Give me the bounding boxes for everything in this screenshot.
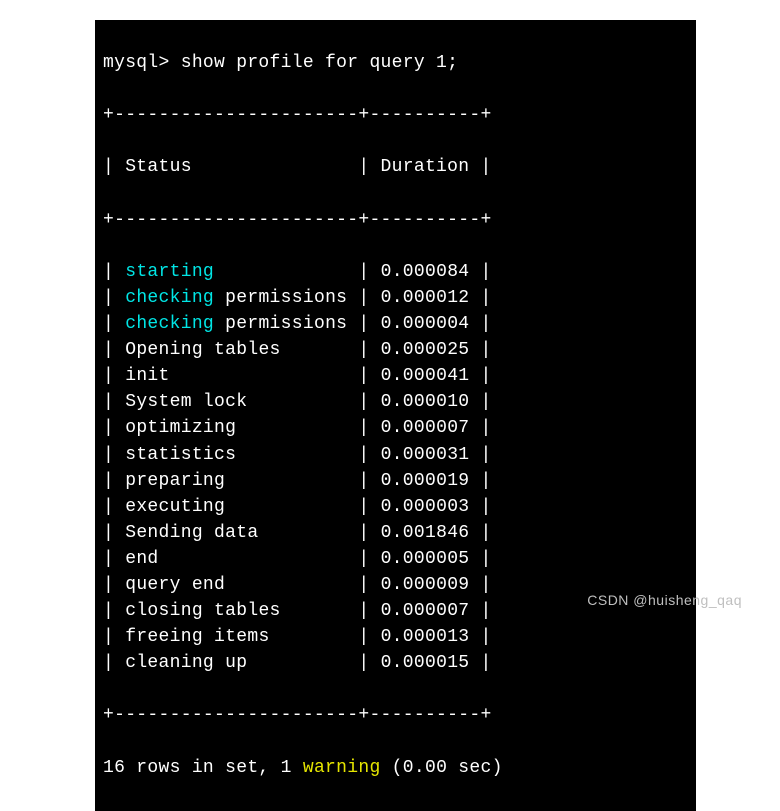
table-row: | freeing items | 0.000013 | (103, 624, 688, 650)
duration-value: 0.000019 (381, 471, 470, 491)
duration-value: 0.000025 (381, 340, 470, 360)
duration-value: 0.000031 (381, 445, 470, 465)
duration-value: 0.000007 (381, 418, 470, 438)
mysql-prompt: mysql> (103, 53, 181, 73)
table-row: | System lock | 0.000010 | (103, 389, 688, 415)
status-text: Sending data (125, 523, 347, 543)
duration-value: 0.000012 (381, 288, 470, 308)
table-row: | cleaning up | 0.000015 | (103, 650, 688, 676)
duration-value: 0.001846 (381, 523, 470, 543)
warning-highlight: warning (303, 758, 381, 778)
status-text: permissions (214, 314, 347, 334)
status-text: freeing items (125, 627, 347, 647)
summary-line: 16 rows in set, 1 warning (0.00 sec) (103, 755, 688, 781)
status-text: end (125, 549, 347, 569)
status-text: preparing (125, 471, 347, 491)
status-highlight: starting (125, 262, 214, 282)
duration-value: 0.000041 (381, 366, 470, 386)
duration-value: 0.000007 (381, 601, 470, 621)
status-text: permissions (214, 288, 347, 308)
duration-value: 0.000010 (381, 392, 470, 412)
duration-value: 0.000015 (381, 653, 470, 673)
mysql-terminal: mysql> show profile for query 1; +------… (95, 20, 696, 811)
duration-value: 0.000003 (381, 497, 470, 517)
table-border-top: +----------------------+----------+ (103, 102, 688, 128)
status-text: Opening tables (125, 340, 347, 360)
table-header: | Status | Duration | (103, 154, 688, 180)
table-row: | optimizing | 0.000007 | (103, 415, 688, 441)
duration-value: 0.000009 (381, 575, 470, 595)
status-text: System lock (125, 392, 347, 412)
status-text: cleaning up (125, 653, 347, 673)
table-border-mid: +----------------------+----------+ (103, 207, 688, 233)
status-text: optimizing (125, 418, 347, 438)
table-row: | Sending data | 0.001846 | (103, 520, 688, 546)
status-highlight: checking (125, 314, 214, 334)
duration-value: 0.000004 (381, 314, 470, 334)
status-text: closing tables (125, 601, 347, 621)
table-row: | checking permissions | 0.000004 | (103, 311, 688, 337)
summary-pre: 16 rows in set, 1 (103, 758, 303, 778)
table-row: | starting | 0.000084 | (103, 259, 688, 285)
duration-value: 0.000013 (381, 627, 470, 647)
command-line: mysql> show profile for query 1; (103, 50, 688, 76)
status-text: executing (125, 497, 347, 517)
table-row: | statistics | 0.000031 | (103, 442, 688, 468)
table-row: | init | 0.000041 | (103, 363, 688, 389)
duration-value: 0.000005 (381, 549, 470, 569)
table-row: | Opening tables | 0.000025 | (103, 337, 688, 363)
table-row: | executing | 0.000003 | (103, 494, 688, 520)
table-row: | checking permissions | 0.000012 | (103, 285, 688, 311)
table-row: | end | 0.000005 | (103, 546, 688, 572)
duration-value: 0.000084 (381, 262, 470, 282)
status-text (214, 262, 347, 282)
status-text: query end (125, 575, 347, 595)
status-text: statistics (125, 445, 347, 465)
status-highlight: checking (125, 288, 214, 308)
summary-post: (0.00 sec) (381, 758, 503, 778)
status-text: init (125, 366, 347, 386)
table-row: | preparing | 0.000019 | (103, 468, 688, 494)
command-text: show profile for query 1; (181, 53, 459, 73)
csdn-watermark: CSDN @huisheng_qaq (587, 592, 742, 608)
table-border-bottom: +----------------------+----------+ (103, 702, 688, 728)
